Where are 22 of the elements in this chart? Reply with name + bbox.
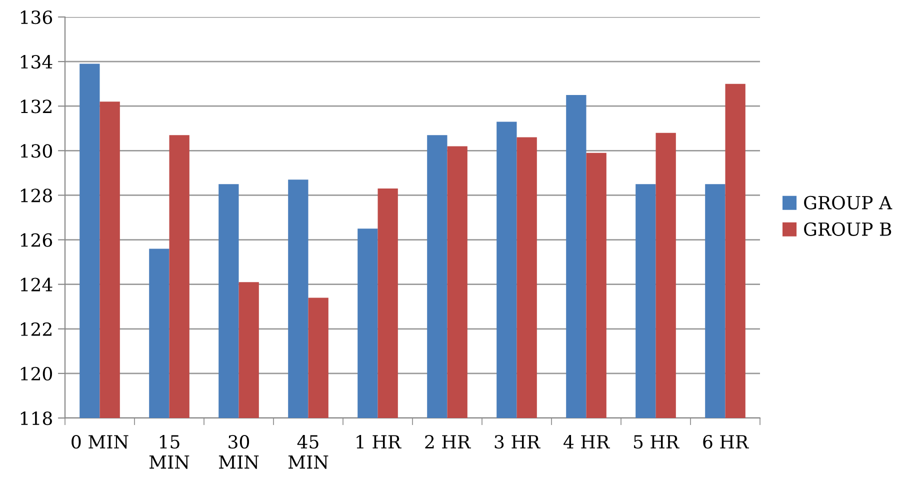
y-tick-label: 134 <box>20 55 52 69</box>
y-tick-label: 132 <box>20 100 52 114</box>
y-tick-label: 128 <box>20 188 52 202</box>
x-tick-label: 4 HR <box>564 434 610 448</box>
legend-label: GROUP B <box>804 222 892 236</box>
y-tick-label: 126 <box>20 233 52 247</box>
y-tick-label: 136 <box>20 10 52 24</box>
x-tick-label: 5 HR <box>634 435 680 449</box>
x-tick-label: 0 MIN <box>72 434 128 449</box>
x-tick-label: 2 HR <box>425 434 471 448</box>
x-tick-label: 1 HR <box>356 434 402 448</box>
y-tick-label: 120 <box>20 366 52 381</box>
x-tick-label: 6 HR <box>703 434 749 449</box>
y-tick-label: 122 <box>20 322 52 336</box>
x-tick-label: 15 MIN <box>149 434 190 469</box>
x-tick-label: 3 HR <box>494 434 540 449</box>
x-tick-label: 30 MIN <box>218 434 259 469</box>
x-tick-label: 45 MIN <box>288 434 328 469</box>
y-tick-label: 124 <box>20 278 52 292</box>
y-tick-label: 118 <box>20 411 52 426</box>
legend-label: GROUP A <box>804 196 892 210</box>
y-tick-label: 130 <box>20 144 52 158</box>
